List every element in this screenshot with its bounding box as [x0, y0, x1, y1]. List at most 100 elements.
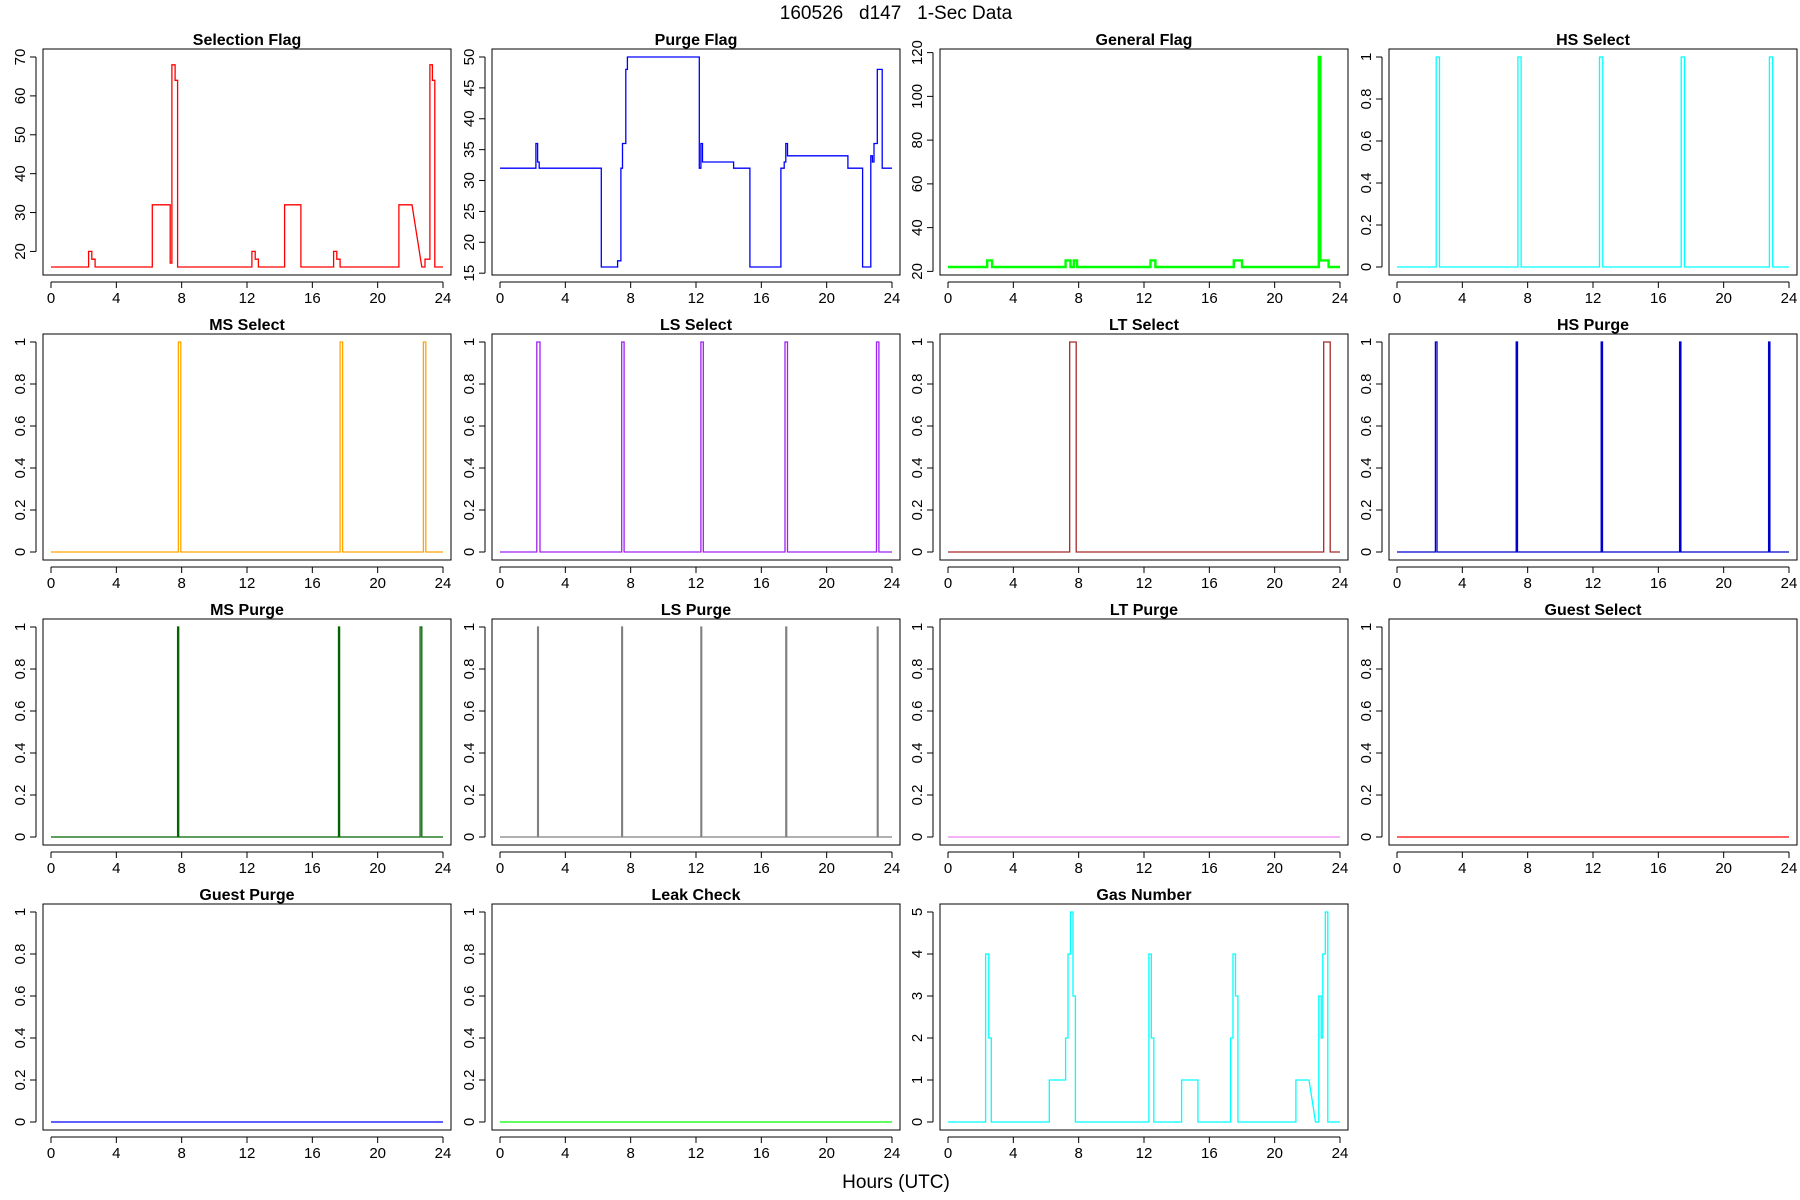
x-tick-label: 24 [1332, 860, 1349, 877]
plot-frame [1388, 48, 1798, 276]
y-tick-label: 50 [461, 49, 478, 66]
x-tick-label: 20 [369, 290, 386, 307]
x-tick-label: 16 [304, 860, 321, 877]
panel: LS Purge 0 4 8 12 16 20 24 0 0.2 0.4 0.6 0.8 1 [461, 602, 901, 877]
y-tick-label: 0.8 [461, 374, 478, 395]
plot-frame [1388, 618, 1798, 846]
y-tick-label: 120 [909, 40, 926, 65]
y-tick-label: 0.8 [461, 659, 478, 680]
y-tick-label: 0 [12, 1118, 29, 1126]
x-tick-label: 24 [884, 575, 901, 592]
x-tick-label: 0 [1393, 290, 1401, 307]
y-tick-label: 0.4 [1358, 743, 1375, 764]
x-tick-label: 12 [1585, 290, 1602, 307]
x-tick-label: 12 [239, 290, 256, 307]
x-tick-label: 4 [561, 1145, 569, 1162]
x-tick-label: 16 [753, 1145, 770, 1162]
y-tick-label: 20 [909, 263, 926, 280]
x-tick-label: 16 [1201, 575, 1218, 592]
x-tick-label: 16 [1201, 860, 1218, 877]
y-tick-label: 70 [12, 49, 29, 66]
series-line [51, 64, 443, 268]
x-tick-label: 20 [1715, 290, 1732, 307]
y-tick-label: 1 [12, 338, 29, 346]
y-tick-label: 0.4 [1358, 173, 1375, 194]
y-tick-label: 0.6 [12, 986, 29, 1007]
panel-title: General Flag [1096, 32, 1193, 49]
y-tick-label: 0.8 [12, 659, 29, 680]
x-tick-label: 4 [112, 1145, 120, 1162]
y-tick-label: 2 [909, 1034, 926, 1042]
x-tick-label: 20 [369, 1145, 386, 1162]
x-tick-label: 24 [1332, 575, 1349, 592]
x-tick-label: 4 [561, 575, 569, 592]
x-tick-label: 24 [435, 1145, 452, 1162]
x-tick-label: 4 [112, 860, 120, 877]
plot-frame [42, 333, 452, 561]
x-tick-label: 20 [1715, 575, 1732, 592]
series-line [51, 626, 443, 838]
panel-title: Guest Select [1545, 602, 1643, 619]
panel: MS Purge 0 4 8 12 16 20 24 0 0.2 0.4 0.6 0.8 1 [12, 602, 452, 877]
x-tick-label: 24 [1332, 1145, 1349, 1162]
x-tick-label: 16 [1650, 575, 1667, 592]
x-tick-label: 24 [884, 290, 901, 307]
x-tick-label: 20 [818, 575, 835, 592]
x-tick-label: 16 [304, 290, 321, 307]
x-tick-label: 20 [1715, 860, 1732, 877]
series-line [1397, 341, 1789, 553]
y-tick-label: 0.6 [461, 986, 478, 1007]
y-tick-label: 0.2 [461, 785, 478, 806]
series-line [1397, 56, 1789, 268]
x-tick-label: 12 [688, 860, 705, 877]
panel: Guest Select 0 4 8 12 16 20 24 0 0.2 0.4 0.6 0.8 1 [1358, 602, 1798, 877]
y-tick-label: 0.8 [909, 374, 926, 395]
y-tick-label: 0.4 [12, 458, 29, 479]
y-tick-label: 5 [909, 908, 926, 916]
series-line [500, 56, 892, 268]
y-tick-label: 0.8 [1358, 89, 1375, 110]
x-tick-label: 8 [177, 290, 185, 307]
y-tick-label: 0.4 [461, 743, 478, 764]
panel-title: MS Select [209, 317, 285, 334]
x-tick-label: 12 [1136, 575, 1153, 592]
x-tick-label: 8 [177, 1145, 185, 1162]
y-tick-label: 0.6 [1358, 131, 1375, 152]
y-tick-label: 0.4 [1358, 458, 1375, 479]
y-tick-label: 40 [12, 165, 29, 182]
x-tick-label: 16 [1201, 290, 1218, 307]
plot-frame [939, 48, 1349, 276]
panel: MS Select 0 4 8 12 16 20 24 0 0.2 0.4 0.6 0.8 1 [12, 317, 452, 592]
panel-title: HS Select [1556, 32, 1630, 49]
y-tick-label: 1 [1358, 623, 1375, 631]
x-tick-label: 12 [1136, 290, 1153, 307]
x-tick-label: 24 [435, 575, 452, 592]
y-tick-label: 0.2 [461, 1070, 478, 1091]
x-tick-label: 16 [753, 290, 770, 307]
x-tick-label: 8 [626, 860, 634, 877]
y-tick-label: 0.2 [909, 785, 926, 806]
y-tick-label: 80 [909, 132, 926, 149]
y-tick-label: 40 [909, 219, 926, 236]
x-tick-label: 24 [435, 290, 452, 307]
y-tick-label: 3 [909, 992, 926, 1000]
panel-title: Purge Flag [655, 32, 738, 49]
y-tick-label: 0 [1358, 263, 1375, 271]
x-tick-label: 4 [1009, 860, 1017, 877]
x-tick-label: 12 [239, 860, 256, 877]
x-tick-label: 16 [1650, 290, 1667, 307]
y-tick-label: 0.6 [461, 416, 478, 437]
x-tick-label: 8 [1074, 290, 1082, 307]
panel: LS Select 0 4 8 12 16 20 24 0 0.2 0.4 0.6 0.8 1 [461, 317, 901, 592]
series-line [948, 911, 1340, 1123]
y-tick-label: 0.4 [461, 458, 478, 479]
y-tick-label: 1 [1358, 53, 1375, 61]
y-tick-label: 15 [461, 265, 478, 282]
x-tick-label: 12 [688, 290, 705, 307]
x-tick-label: 20 [818, 860, 835, 877]
y-tick-label: 0.8 [461, 944, 478, 965]
x-tick-label: 4 [561, 290, 569, 307]
y-tick-label: 1 [461, 338, 478, 346]
y-tick-label: 40 [461, 110, 478, 127]
